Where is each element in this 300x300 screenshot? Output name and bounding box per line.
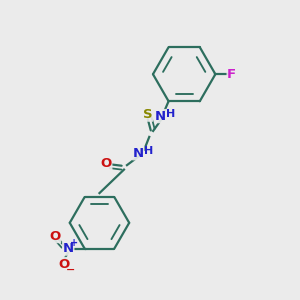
Text: S: S (143, 108, 153, 121)
Text: N: N (133, 147, 144, 160)
Text: H: H (144, 146, 153, 156)
Text: +: + (70, 238, 78, 248)
Text: F: F (227, 68, 236, 81)
Text: O: O (58, 257, 69, 271)
Text: −: − (66, 264, 75, 274)
Text: N: N (63, 242, 74, 255)
Text: O: O (49, 230, 61, 243)
Text: N: N (155, 110, 166, 123)
Text: O: O (100, 157, 112, 170)
Text: H: H (166, 109, 175, 119)
